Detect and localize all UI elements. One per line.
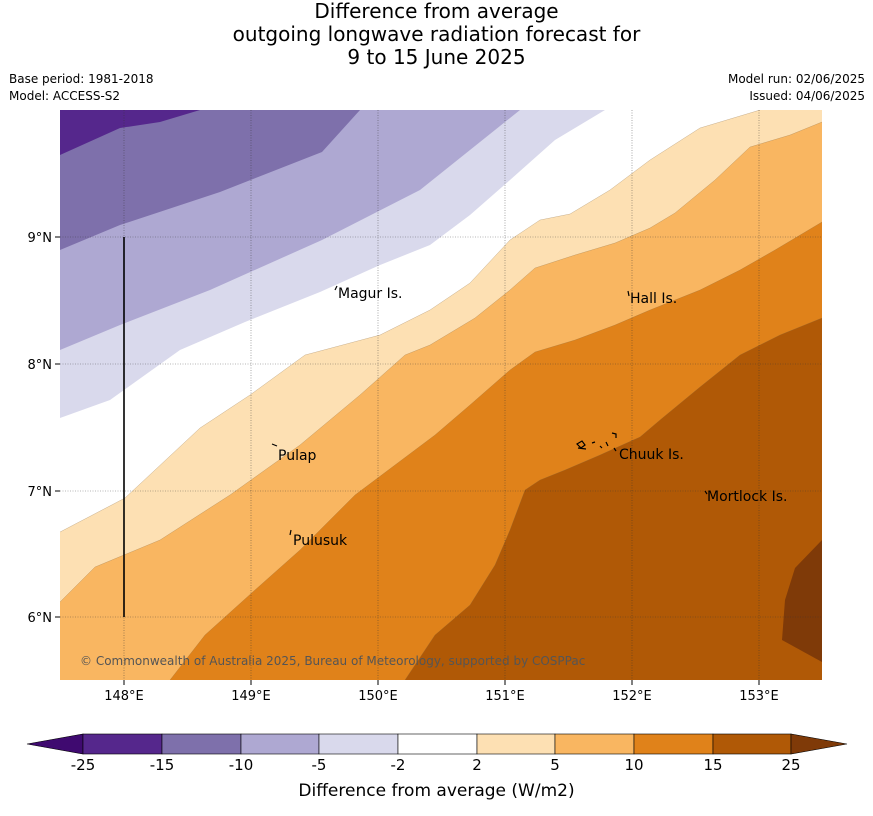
colorbar-high-extension — [790, 733, 848, 755]
magur-island-mark — [334, 285, 338, 291]
pulap-island-mark — [271, 443, 278, 447]
meta-right: Model run: 02/06/2025 Issued: 04/06/2025 — [728, 71, 865, 105]
colorbar-segment-3 — [240, 733, 320, 755]
label-hall: Hall Is. — [630, 291, 677, 307]
band-minus15-minus10 — [60, 110, 360, 250]
label-magur: Magur Is. — [338, 286, 403, 302]
title-line-2: outgoing longwave radiation forecast for — [232, 22, 641, 46]
title-line-1: Difference from average — [314, 0, 559, 23]
lat-tick-9: 9°N — [28, 231, 53, 246]
colorbar-label-plus2: 2 — [472, 756, 482, 774]
colorbar-segment-1 — [82, 733, 163, 755]
band-minus25-minus15 — [60, 110, 200, 155]
base-period: Base period: 1981-2018 — [9, 72, 154, 86]
axis-ticks — [55, 236, 760, 685]
title-line-3: 9 to 15 June 2025 — [347, 45, 526, 69]
colorbar-segment-5 — [397, 733, 478, 755]
hall-island-mark — [627, 290, 630, 297]
lon-tick-151: 151°E — [485, 689, 525, 704]
label-chuuk: Chuuk Is. — [619, 447, 684, 463]
label-pulap: Pulap — [278, 448, 317, 464]
band-plus15-plus25 — [405, 318, 822, 680]
lon-tick-153: 153°E — [739, 689, 779, 704]
issued-date: Issued: 04/06/2025 — [749, 89, 865, 103]
colorbar-segment-6 — [476, 733, 556, 755]
model-name: Model: ACCESS-S2 — [9, 89, 121, 103]
colorbar-label-plus25: 25 — [781, 756, 801, 774]
colorbar-label-minus25: -25 — [70, 756, 96, 774]
mortlock-island-mark — [704, 490, 708, 495]
map-title: Difference from average outgoing longwav… — [0, 0, 873, 69]
lon-tick-150: 150°E — [358, 689, 398, 704]
colorbar-segment-8 — [633, 733, 714, 755]
colorbar-label-plus10: 10 — [624, 756, 644, 774]
lon-tick-148: 148°E — [104, 689, 144, 704]
label-pulusuk: Pulusuk — [293, 533, 348, 549]
colorbar-label-minus15: -15 — [149, 756, 175, 774]
pulusuk-island-mark — [289, 529, 292, 536]
lat-tick-8: 8°N — [28, 358, 53, 373]
colorbar-low-extension — [26, 733, 84, 755]
lon-tick-149: 149°E — [231, 689, 271, 704]
label-mortlock: Mortlock Is. — [707, 489, 787, 505]
meta-left: Base period: 1981-2018 Model: ACCESS-S2 — [9, 71, 154, 105]
colorbar-label-plus5: 5 — [550, 756, 560, 774]
band-above-plus25 — [782, 540, 822, 662]
colorbar-label-minus2: -2 — [390, 756, 406, 774]
contour-field: Magur Is. Hall Is. Pulap Chuuk Is. Mortl… — [60, 110, 822, 680]
colorbar-label-minus10: -10 — [228, 756, 254, 774]
lat-tick-7: 7°N — [28, 485, 53, 500]
contour-lines — [60, 110, 822, 680]
colorbar-title: Difference from average (W/m2) — [298, 781, 575, 801]
chuuk-island-mark — [576, 432, 617, 452]
colorbar-label-plus15: 15 — [703, 756, 723, 774]
colorbar-segment-9 — [712, 733, 792, 755]
colorbar-label-minus5: -5 — [311, 756, 327, 774]
colorbar-segment-7 — [554, 733, 635, 755]
colorbar-segment-2 — [161, 733, 242, 755]
copyright-note: © Commonwealth of Australia 2025, Bureau… — [80, 654, 585, 668]
colorbar-segment-4 — [318, 733, 399, 755]
island-marks — [271, 285, 708, 536]
lon-tick-152: 152°E — [612, 689, 652, 704]
lat-tick-6: 6°N — [28, 611, 53, 626]
colorbar — [26, 733, 848, 755]
model-run: Model run: 02/06/2025 — [727, 72, 865, 86]
